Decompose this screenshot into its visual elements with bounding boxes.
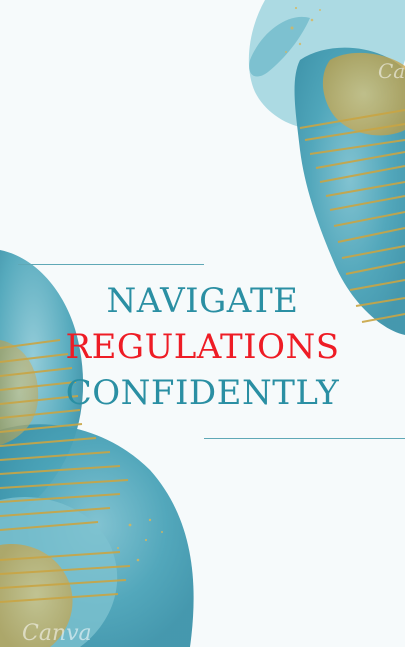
headline: NAVIGATE REGULATIONS CONFIDENTLY: [0, 278, 405, 416]
bottom-left-watercolor-cluster: [0, 250, 194, 647]
divider-top: [18, 264, 204, 265]
headline-line-navigate: NAVIGATE: [106, 281, 299, 321]
headline-line-regulations: REGULATIONS: [65, 327, 340, 367]
watermark-top: Canva: [378, 59, 405, 83]
watermark-bottom: Canva: [22, 621, 92, 646]
divider-bottom: [204, 438, 405, 439]
headline-line-confidently: CONFIDENTLY: [65, 373, 340, 413]
top-right-watercolor-cluster: [248, 0, 405, 335]
